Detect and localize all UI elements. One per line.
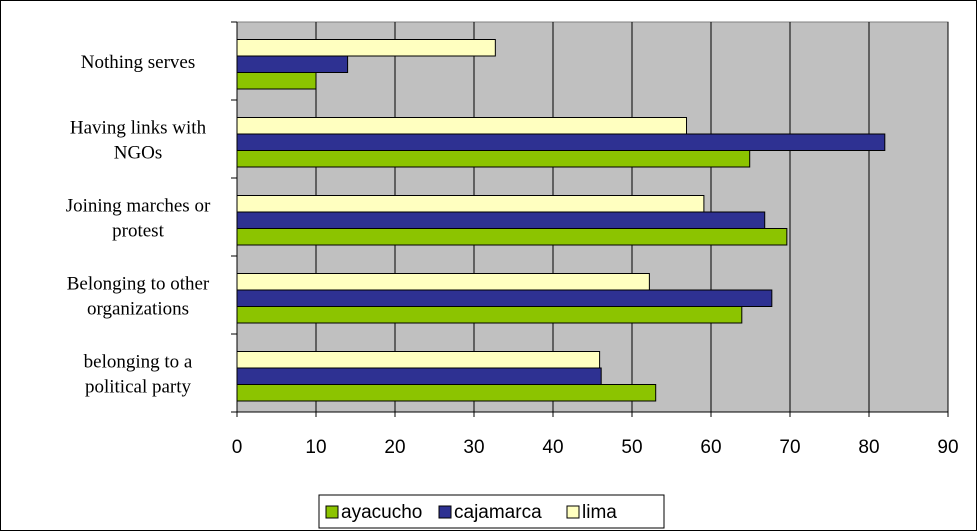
legend-label-cajamarca: cajamarca [454, 502, 542, 523]
bar-cajamarca-2 [236, 211, 766, 229]
category-label: protest [112, 221, 164, 242]
x-tick-label: 10 [305, 437, 326, 458]
category-label: Joining marches or [66, 196, 211, 217]
x-tick-label: 90 [937, 437, 958, 458]
bar-cajamarca-1 [236, 133, 886, 151]
bar-lima-0 [236, 39, 496, 57]
category-label: Having links with [70, 118, 207, 139]
legend-label-ayacucho: ayacucho [341, 502, 422, 523]
bar-ayacucho-4 [236, 384, 657, 402]
bar-ayacucho-1 [236, 150, 751, 168]
bar-ayacucho-3 [236, 306, 743, 324]
category-label: Nothing serves [81, 52, 196, 73]
bar-cajamarca-4 [236, 367, 602, 385]
category-label: organizations [87, 299, 189, 320]
category-label: political party [85, 377, 192, 398]
bar-lima-2 [236, 195, 705, 213]
x-tick-label: 20 [384, 437, 405, 458]
x-tick-label: 70 [779, 437, 800, 458]
legend-box [318, 494, 665, 529]
legend-swatch-ayacucho [325, 505, 339, 519]
x-tick-label: 80 [858, 437, 879, 458]
category-label: belonging to a [84, 352, 193, 373]
legend-swatch-cajamarca [438, 505, 452, 519]
x-tick-label: 60 [700, 437, 721, 458]
bar-ayacucho-2 [236, 228, 788, 246]
x-tick-label: 30 [463, 437, 484, 458]
bar-lima-4 [236, 351, 601, 369]
bar-ayacucho-0 [236, 72, 317, 90]
bar-cajamarca-0 [236, 55, 349, 73]
bar-lima-1 [236, 117, 688, 135]
x-tick-label: 40 [542, 437, 563, 458]
x-tick-label: 0 [232, 437, 243, 458]
x-tick-label: 50 [621, 437, 642, 458]
legend-swatch-lima [566, 505, 580, 519]
category-label: NGOs [114, 143, 163, 164]
category-label: Belonging to other [67, 274, 210, 295]
bar-lima-3 [236, 273, 650, 291]
legend-label-lima: lima [582, 502, 617, 523]
bar-cajamarca-3 [236, 289, 773, 307]
